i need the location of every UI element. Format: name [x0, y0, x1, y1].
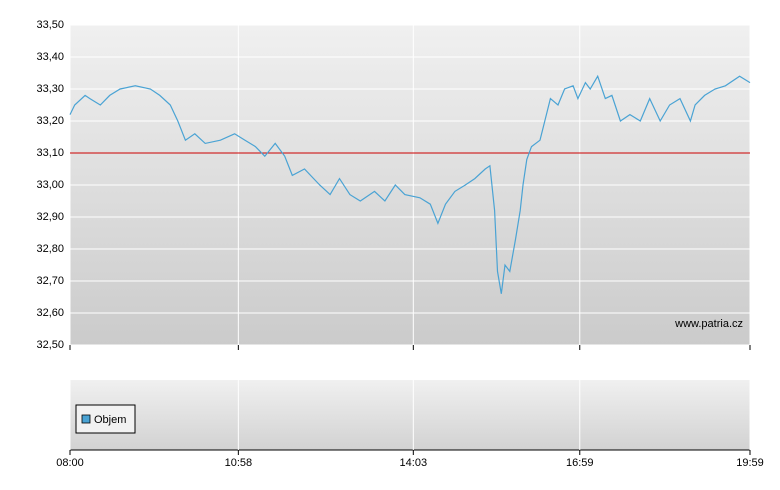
legend: Objem [75, 404, 136, 434]
x-tick-label: 08:00 [56, 457, 84, 469]
y-tick-label: 32,70 [36, 275, 64, 287]
y-tick-label: 33,20 [36, 115, 64, 127]
y-tick-label: 32,90 [36, 211, 64, 223]
y-tick-label: 32,60 [36, 307, 64, 319]
x-tick-label: 19:59 [736, 457, 764, 469]
x-tick-label: 16:59 [566, 457, 594, 469]
y-tick-label: 32,50 [36, 339, 64, 351]
y-tick-label: 33,10 [36, 147, 64, 159]
x-tick-label: 10:58 [225, 457, 253, 469]
x-tick-label: 14:03 [400, 457, 428, 469]
legend-label: Objem [94, 414, 126, 426]
watermark: www.patria.cz [674, 318, 743, 330]
y-tick-label: 33,40 [36, 51, 64, 63]
volume-area [70, 380, 750, 450]
y-tick-label: 33,50 [36, 19, 64, 31]
price-line [69, 74, 751, 294]
y-tick-label: 32,80 [36, 243, 64, 255]
legend-swatch [81, 414, 91, 424]
y-tick-label: 33,00 [36, 179, 64, 191]
y-tick-label: 33,30 [36, 83, 64, 95]
